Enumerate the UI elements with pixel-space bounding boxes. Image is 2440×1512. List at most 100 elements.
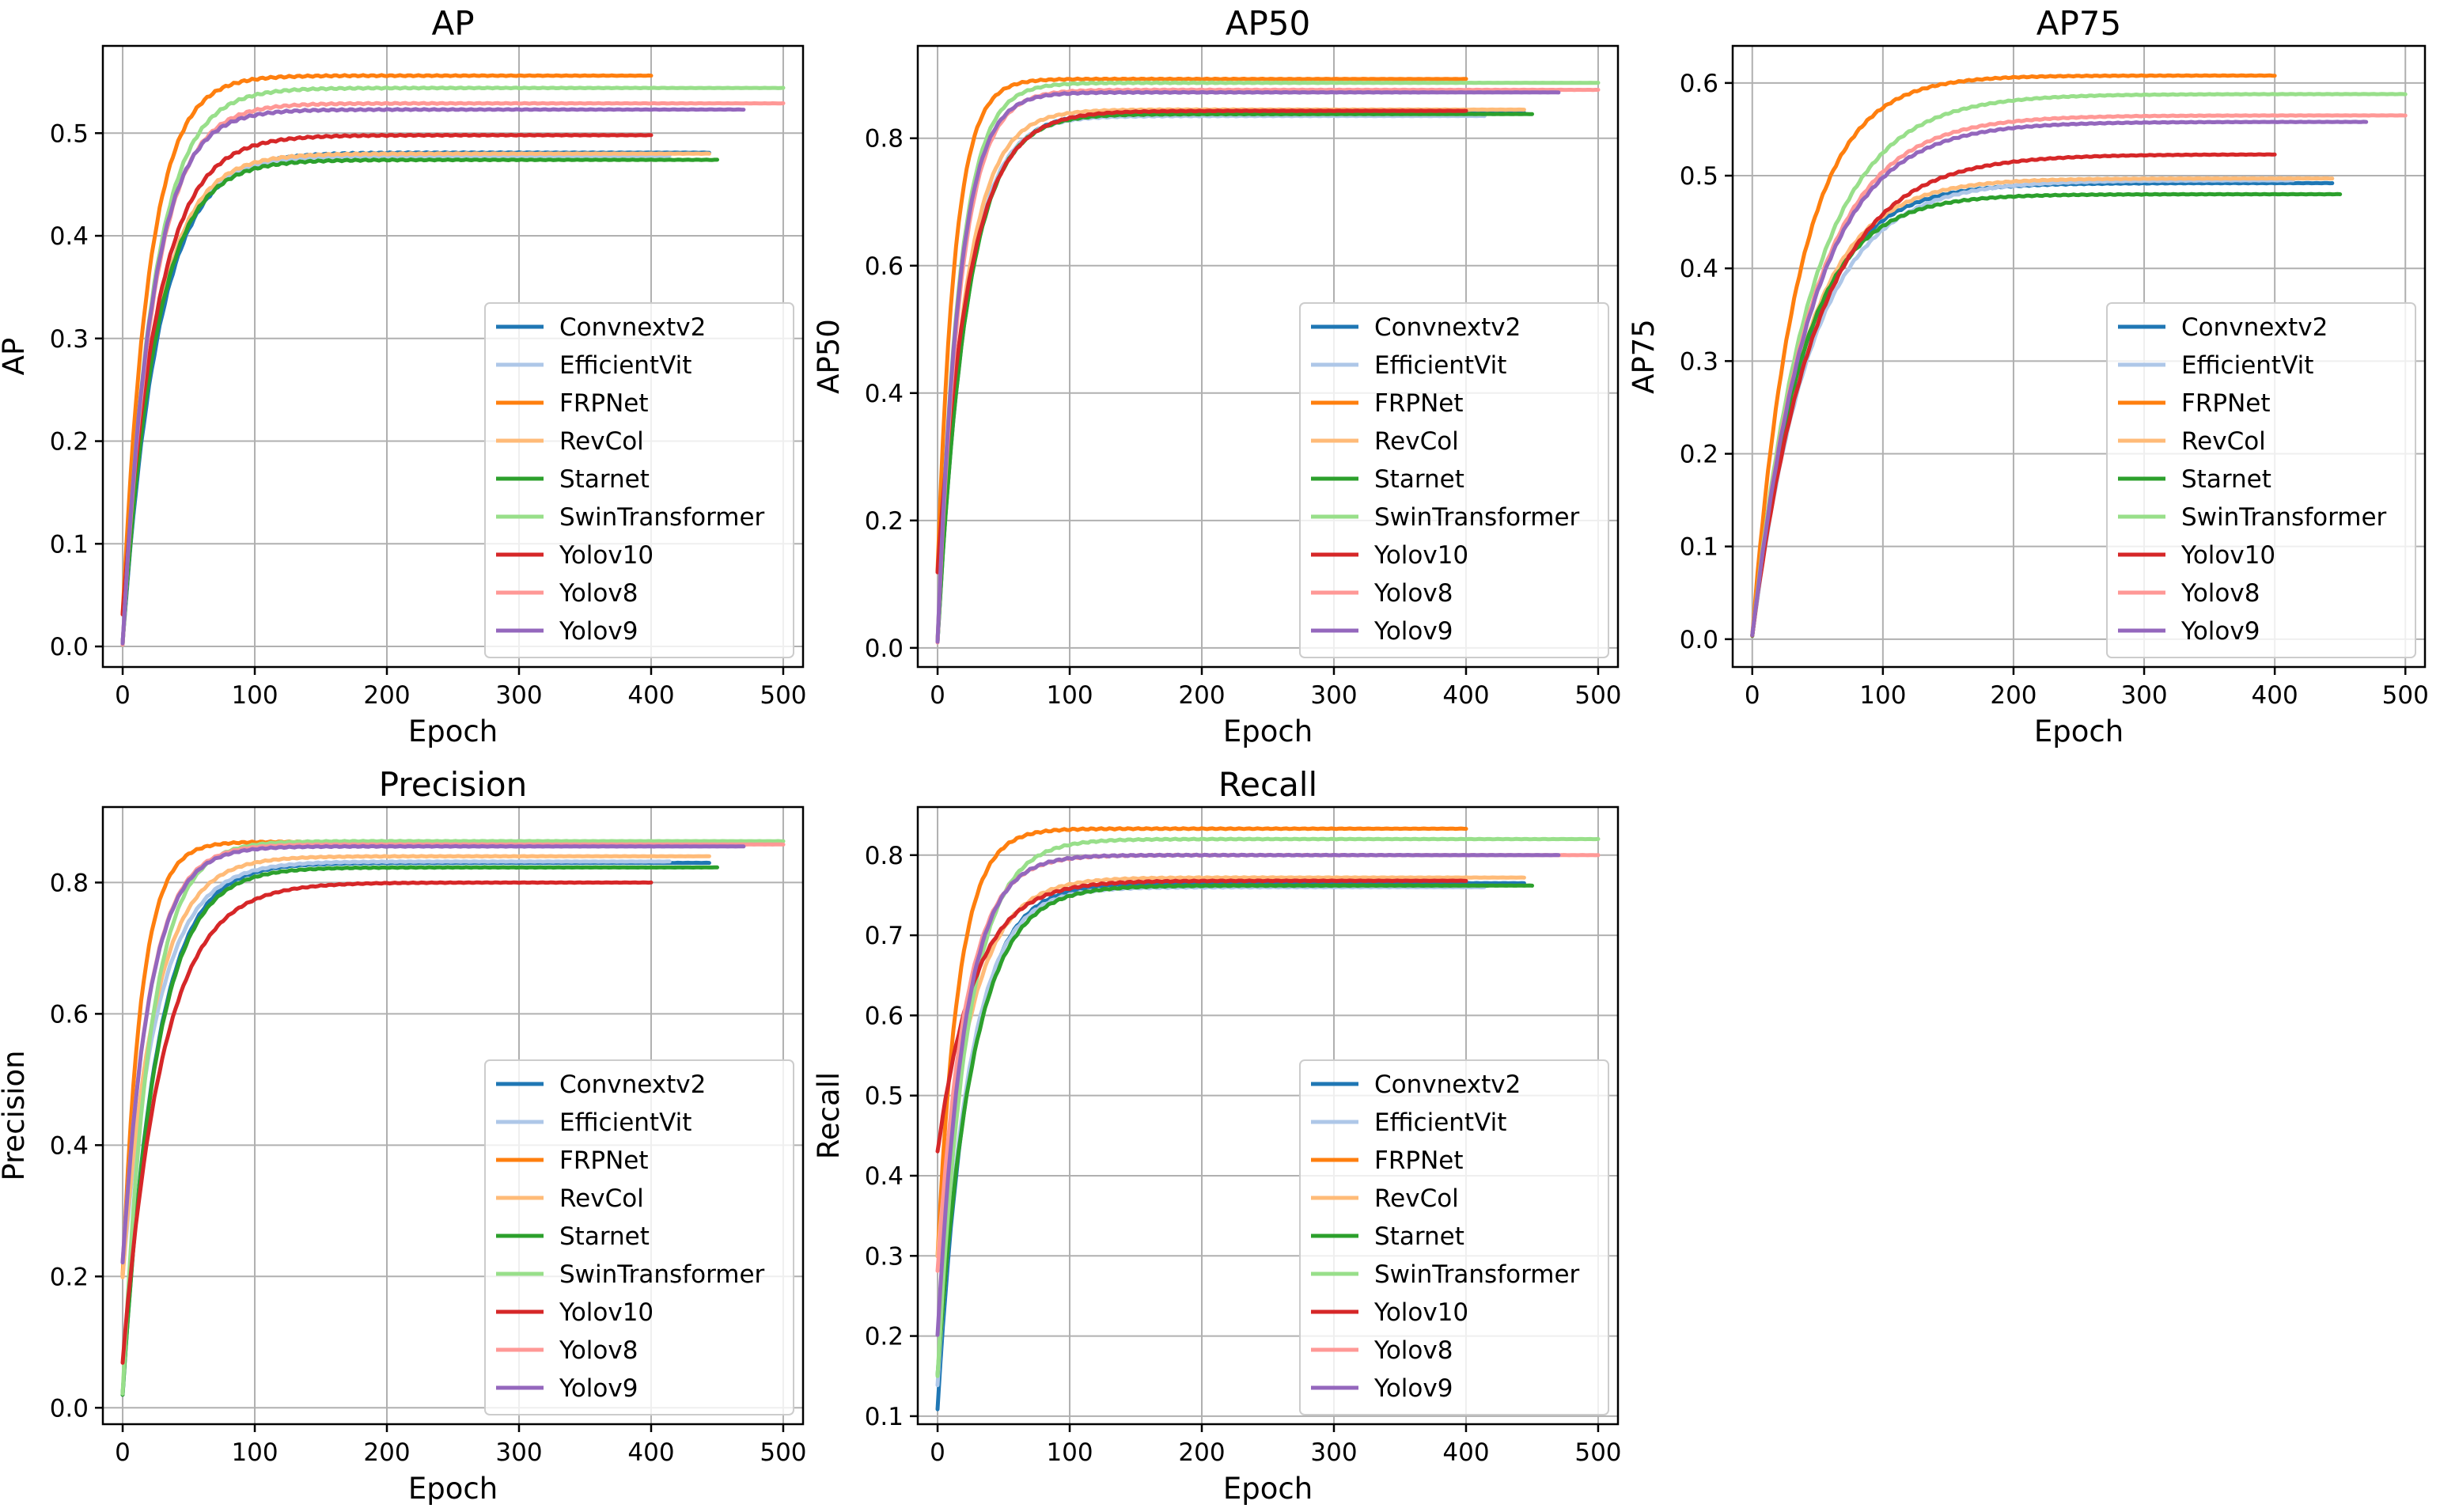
series-line-yolov10 [120,880,654,1365]
series-line-yolov10 [935,878,1468,1154]
legend-label: Yolov8 [2180,579,2260,608]
x-axis-label: Epoch [1223,714,1313,748]
x-tick-label: 100 [231,681,278,710]
chart-panel-ap50: 0 100 200 300 400 500 0.0 0.2 0.4 0.6 0.8 AP50 Epoch… [812,4,1622,748]
legend-label: RevCol [559,1184,644,1213]
legend-box [484,302,794,658]
x-tick-label: 200 [1990,681,2036,710]
y-tick-label: 0.2 [865,507,904,536]
legend-label: EfficientVit [559,1108,691,1137]
series-line-yolov10 [120,132,654,617]
legend: Convnextv2 EfficientVit FRPNet RevCol Starne… [1299,302,1609,658]
x-tick-label: 300 [1310,1438,1357,1467]
legend-label: FRPNet [559,389,648,418]
chart-panel-ap75: 0 100 200 300 400 500 0.0 0.1 0.2 0.3 0.4 0.5 0.6 AP7… [1627,4,2429,748]
legend-label: Starnet [1374,465,1464,494]
x-tick-label: 300 [2120,681,2167,710]
chart-title: AP50 [1226,4,1311,43]
y-tick-label: 0.6 [865,1002,904,1030]
y-tick-label: 0.2 [50,1263,89,1291]
legend-box [1299,302,1609,658]
legend-label: SwinTransformer [559,503,765,532]
legend-label: Yolov8 [1373,579,1453,608]
x-tick-label: 300 [495,681,542,710]
y-tick-label: 0.2 [1680,441,1718,469]
legend-label: Yolov8 [559,1336,638,1365]
x-axis-label: Epoch [2034,714,2124,748]
x-tick-label: 200 [1178,1438,1225,1467]
chart-title: AP [431,4,474,43]
chart-title: Recall [1218,765,1317,804]
legend-label: EfficientVit [1374,1108,1506,1137]
y-tick-label: 0.1 [50,530,89,559]
legend-label: Yolov9 [1373,1374,1453,1403]
x-tick-label: 300 [495,1438,542,1467]
series-line-revcol [120,151,711,646]
legend-label: Convnextv2 [559,1071,706,1099]
axes-frame [1731,44,2427,669]
series-line-frpnet [120,73,654,616]
x-tick-label: 0 [115,681,131,710]
legend-label: Starnet [2181,465,2271,494]
legend-label: SwinTransformer [1374,503,1580,532]
axes-frame [916,44,1620,669]
legend-label: RevCol [1374,1184,1459,1213]
y-tick-label: 0.5 [50,119,89,148]
x-tick-label: 200 [1178,681,1225,710]
series-line-yolov9 [935,89,1561,644]
y-tick-label: 0.4 [865,380,904,408]
x-tick-label: 100 [1046,681,1093,710]
y-axis-label: Precision [0,1050,31,1180]
y-tick-label: 0.6 [50,1000,89,1029]
legend-label: EfficientVit [2181,351,2313,380]
series-line-frpnet [935,76,1468,574]
y-tick-label: 0.3 [865,1242,904,1271]
series-line-swintransformer [935,80,1601,644]
legend-label: Convnextv2 [559,313,706,342]
legend-label: Convnextv2 [2181,313,2328,342]
y-tick-label: 0.4 [50,1131,89,1160]
series-line-yolov10 [935,108,1468,574]
series-line-frpnet [935,826,1468,1259]
legend-label: FRPNet [1374,389,1463,418]
x-tick-label: 300 [1310,681,1357,710]
legend-label: SwinTransformer [1374,1260,1580,1289]
x-tick-label: 500 [1574,1438,1621,1467]
series-line-yolov8 [1750,113,2408,638]
y-tick-label: 0.6 [1680,70,1718,98]
legend-label: FRPNet [1374,1146,1463,1175]
legend-label: Yolov10 [1373,541,1468,570]
x-tick-label: 500 [760,1438,806,1467]
series-line-efficientvit [120,859,672,1278]
y-tick-label: 0.3 [1680,347,1718,376]
legend-label: FRPNet [559,1146,648,1175]
x-tick-label: 100 [231,1438,278,1467]
y-tick-label: 0.8 [865,842,904,870]
x-tick-label: 0 [1745,681,1760,710]
y-tick-label: 0.0 [865,635,904,663]
legend-label: Yolov9 [2180,617,2260,646]
y-tick-label: 0.0 [50,633,89,661]
y-tick-label: 0.1 [865,1403,904,1431]
series-line-yolov9 [935,852,1561,1337]
legend-label: Starnet [559,1222,650,1251]
legend: Convnextv2 EfficientVit FRPNet RevCol Starne… [484,302,794,658]
series-line-yolov9 [1750,119,2369,638]
axes-frame [916,805,1620,1426]
y-tick-label: 0.7 [865,922,904,950]
series-line-swintransformer [935,836,1601,1378]
x-axis-label: Epoch [408,1472,498,1506]
legend-label: Yolov8 [559,579,638,608]
x-axis-label: Epoch [1223,1472,1313,1506]
series-line-frpnet [1750,73,2277,638]
legend-label: SwinTransformer [559,1260,765,1289]
x-tick-label: 500 [760,681,806,710]
x-tick-label: 400 [627,681,674,710]
legend: Convnextv2 EfficientVit FRPNet RevCol Starne… [1299,1059,1609,1415]
legend-label: Yolov9 [1373,617,1453,646]
y-axis-label: Recall [812,1072,846,1159]
legend-label: Yolov10 [2180,541,2275,570]
x-tick-label: 500 [2382,681,2429,710]
legend-label: Yolov8 [1373,1336,1453,1365]
legend-label: Starnet [559,465,650,494]
